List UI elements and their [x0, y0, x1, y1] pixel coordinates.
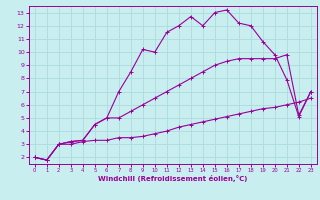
X-axis label: Windchill (Refroidissement éolien,°C): Windchill (Refroidissement éolien,°C) — [98, 175, 247, 182]
